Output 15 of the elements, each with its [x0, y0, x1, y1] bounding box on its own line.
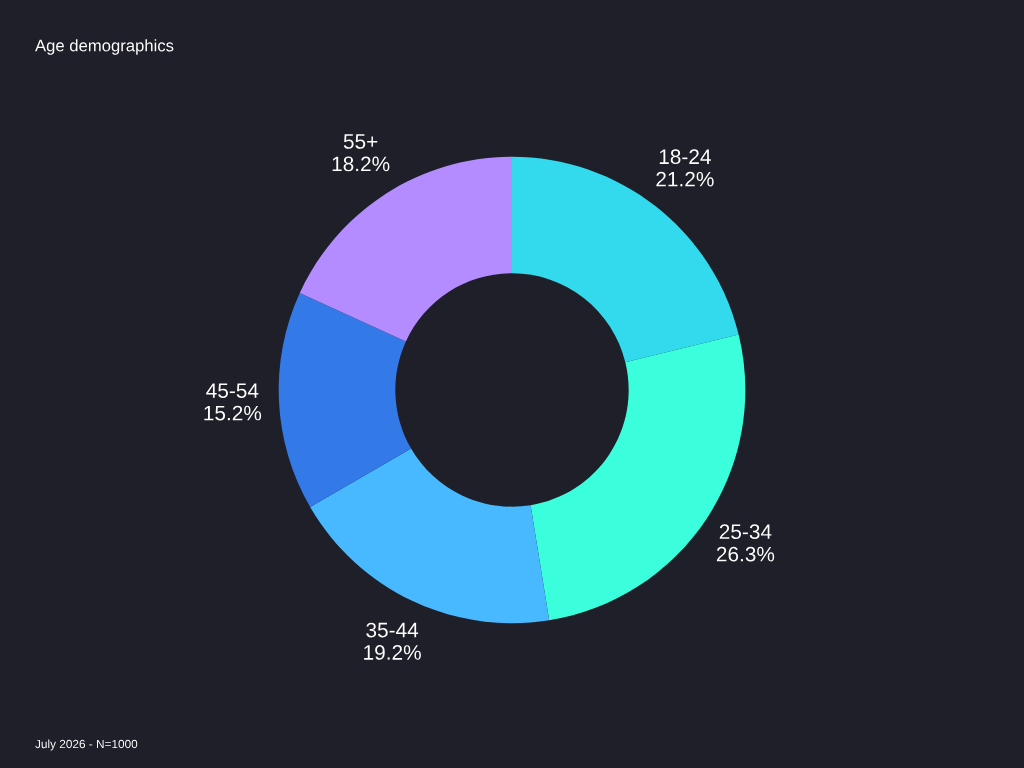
data-label: 26.3%: [716, 546, 775, 562]
data-label: 18.2%: [332, 156, 390, 172]
chart-title: Age demographics: [35, 39, 174, 55]
slice-label: 35-44: [366, 622, 419, 638]
data-label: 21.2%: [656, 171, 714, 187]
slice-label: 55+: [343, 134, 378, 149]
donut-slice: [310, 448, 550, 624]
data-label: 15.2%: [204, 405, 262, 421]
data-label: 19.2%: [364, 645, 421, 660]
slice-label: 18-24: [659, 149, 711, 165]
donut-slice: [299, 156, 512, 342]
donut-slice: [278, 293, 412, 508]
slice-label: 25-34: [719, 524, 772, 540]
slice-label: 45-54: [206, 383, 259, 398]
text: July 2026 - N=1000: [35, 739, 138, 751]
